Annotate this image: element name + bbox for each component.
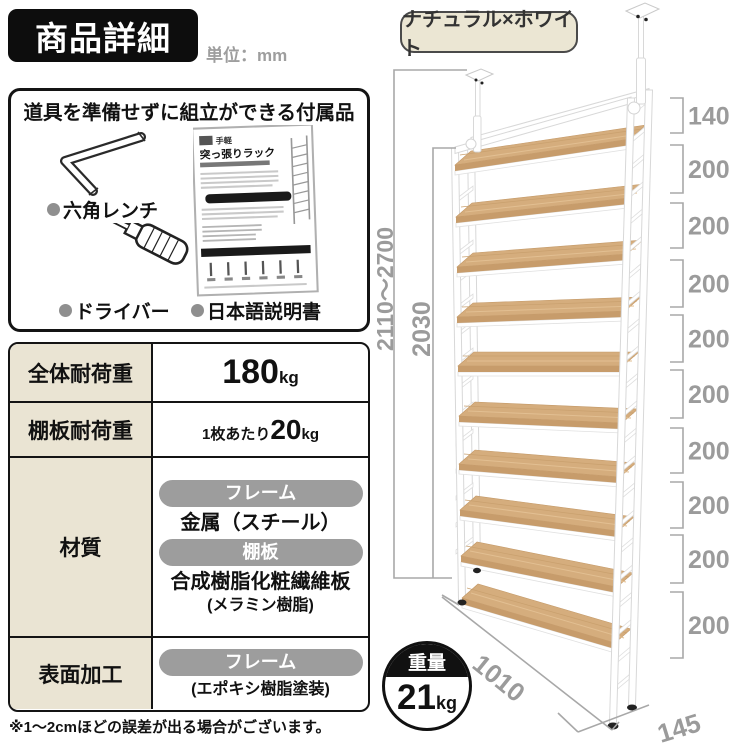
weight-badge: 重量 21kg (382, 641, 472, 731)
accessory-label: ドライバー (75, 302, 170, 323)
frame-height-dim-line (432, 147, 456, 578)
table-row-surface: 表面加工 フレーム (エポキシ樹脂塗装) (10, 636, 368, 709)
segment-label: 200 (688, 612, 730, 640)
depth-dim-line (557, 704, 650, 733)
page-title-box: 商品詳細 (8, 9, 198, 62)
shelf-load-prefix: 1枚あたり (201, 425, 271, 443)
width-label: 1010 (467, 648, 531, 708)
weight-value: 21 (397, 678, 436, 717)
segment-label: 200 (688, 381, 730, 409)
bullet-icon (191, 304, 204, 317)
material-frame-pill: フレーム (158, 480, 363, 507)
shelf-boards (454, 124, 647, 654)
total-height-label: 2110～2700 (372, 227, 398, 351)
row-label: 全体耐荷重 (10, 344, 153, 401)
color-variant-badge: ナチュラル×ホワイト (400, 9, 578, 60)
depth-label: 145 (654, 707, 704, 746)
total-height-dim-line (393, 69, 467, 579)
bullet-icon (47, 203, 60, 216)
segment-label: 200 (688, 213, 730, 241)
weight-value-row: 21kg (385, 677, 469, 724)
width-dim-line (441, 594, 620, 731)
accessory-label: 六角レンチ (63, 201, 159, 222)
tension-pole-right (624, 2, 661, 115)
row-value: 1枚あたり20kg (153, 403, 368, 456)
segment-label: 200 (688, 271, 730, 299)
table-row-total-load: 全体耐荷重 180kg (10, 344, 368, 401)
shelf-load-value: 20 (270, 413, 302, 445)
spec-table: 全体耐荷重 180kg 棚板耐荷重 1枚あたり20kg 材質 フレーム 金属（ス… (8, 342, 370, 712)
page-title: 商品詳細 (35, 19, 171, 57)
row-value: 180kg (153, 344, 368, 401)
ceiling-screw (480, 81, 484, 85)
row-value: フレーム (エポキシ樹脂塗装) (153, 638, 368, 709)
row-label: 表面加工 (10, 638, 153, 709)
segment-label: 200 (688, 492, 730, 520)
surface-frame-text: (エポキシ樹脂塗装) (191, 681, 330, 698)
accessory-item-screwdriver: ドライバー (59, 297, 170, 324)
load-unit: kg (278, 368, 299, 387)
accessories-box: 道具を準備せずに組立ができる付属品 手軽 突っ張りラッ (8, 88, 370, 332)
table-row-shelf-load: 棚板耐荷重 1枚あたり20kg (10, 401, 368, 456)
accessory-item-manual: 日本語説明書 (191, 297, 321, 324)
hex-wrench-icon (60, 131, 146, 196)
load-value: 180 (222, 353, 279, 391)
frame-height-label: 2030 (408, 301, 436, 357)
segment-label: 200 (688, 326, 730, 354)
bullet-icon (59, 304, 72, 317)
row-value: フレーム 金属（スチール） 棚板 合成樹脂化粧繊維板 (メラミン樹脂) (153, 458, 368, 636)
table-row-material: 材質 フレーム 金属（スチール） 棚板 合成樹脂化粧繊維板 (メラミン樹脂) (10, 456, 368, 636)
segment-label: 140 (688, 103, 730, 131)
segment-label: 200 (688, 546, 730, 574)
row-label: 材質 (10, 458, 153, 636)
row-label: 棚板耐荷重 (10, 403, 153, 456)
segment-brackets: 140 200 200 200 200 200 200 200 200 200 (670, 97, 730, 659)
manual-top-label: 手軽 (215, 135, 233, 146)
surface-frame-pill: フレーム (158, 649, 363, 676)
material-board-text: 合成樹脂化粧繊維板 (170, 571, 351, 593)
segment-label: 200 (688, 156, 730, 184)
tension-pole-left (464, 68, 495, 153)
material-board-pill: 棚板 (158, 539, 363, 566)
accessories-title: 道具を準備せずに組立ができる付属品 (23, 102, 355, 124)
ceiling-screw (474, 78, 478, 82)
material-board-subtext: (メラミン樹脂) (207, 597, 314, 614)
manual-title: 突っ張りラック (200, 146, 276, 162)
material-frame-text: 金属（スチール） (180, 512, 341, 534)
segment-label: 200 (688, 438, 730, 466)
ceiling-screw (644, 17, 648, 22)
accessory-item-hex-wrench: 六角レンチ (47, 196, 158, 223)
screwdriver-icon (81, 223, 189, 265)
shelf-load-unit: kg (301, 425, 319, 443)
accessory-label: 日本語説明書 (207, 302, 322, 323)
weight-unit: kg (435, 693, 457, 713)
right-frame (608, 89, 654, 724)
ceiling-screw (636, 14, 640, 19)
unit-note: 単位：mm (206, 46, 288, 65)
footnote: ※1～2cmほどの誤差が出る場合がございます。 (9, 719, 331, 736)
weight-label: 重量 (407, 653, 446, 674)
manual-illustration: 手軽 突っ張りラック (193, 125, 319, 297)
